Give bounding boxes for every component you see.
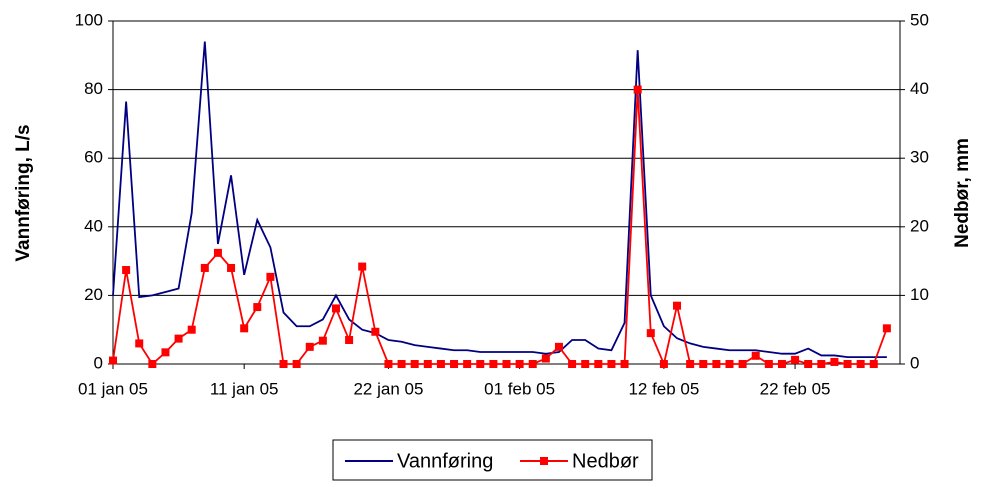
x-tick-label: 11 jan 05 — [210, 379, 279, 398]
y-axis-title: Vannføring, L/s — [13, 124, 34, 261]
point-marker — [541, 354, 550, 363]
point-marker — [528, 360, 537, 368]
point-marker — [581, 360, 590, 368]
point-marker — [292, 360, 301, 368]
y-tick-label: 20 — [84, 285, 103, 304]
point-marker — [135, 339, 144, 348]
point-marker — [200, 263, 209, 272]
point-marker — [791, 355, 800, 364]
point-marker — [646, 329, 655, 338]
y2-tick-label: 10 — [910, 285, 929, 304]
point-marker — [633, 85, 642, 94]
point-marker — [463, 360, 472, 368]
point-marker — [659, 360, 668, 368]
y-tick-label: 100 — [75, 10, 103, 29]
point-marker — [738, 360, 747, 368]
point-marker — [489, 360, 498, 368]
point-marker — [882, 324, 891, 333]
legend-marker — [540, 457, 548, 465]
point-marker — [751, 351, 760, 360]
point-marker — [777, 360, 786, 368]
point-marker — [620, 360, 629, 368]
y2-tick-label: 30 — [910, 148, 929, 167]
point-marker — [856, 360, 865, 368]
point-marker — [450, 360, 459, 368]
point-marker — [253, 303, 262, 312]
y-tick-label: 0 — [94, 353, 103, 372]
y2-axis-title: Nedbør, mm — [952, 138, 973, 248]
point-marker — [554, 342, 563, 351]
y-tick-label: 40 — [84, 216, 103, 235]
point-marker — [240, 324, 249, 333]
legend-label: Nedbør — [572, 450, 639, 472]
x-tick-label: 22 jan 05 — [353, 379, 423, 398]
point-marker — [266, 272, 275, 281]
point-marker — [410, 360, 419, 368]
y2-tick-label: 40 — [910, 79, 929, 98]
point-marker — [476, 360, 485, 368]
point-marker — [725, 360, 734, 368]
point-marker — [817, 360, 826, 368]
point-marker — [279, 360, 288, 368]
point-marker — [174, 334, 183, 343]
point-marker — [712, 360, 721, 368]
y-tick-label: 80 — [84, 79, 103, 98]
legend-label: Vannføring — [397, 450, 493, 472]
point-marker — [318, 336, 327, 345]
point-marker — [436, 360, 445, 368]
point-marker — [699, 360, 708, 368]
point-marker — [345, 335, 354, 344]
point-marker — [187, 325, 196, 334]
y2-tick-label: 50 — [910, 10, 929, 29]
plot-border — [112, 20, 901, 365]
point-marker — [305, 342, 314, 351]
point-marker — [502, 360, 511, 368]
x-tick-label: 22 feb 05 — [760, 379, 831, 398]
point-marker — [804, 360, 813, 368]
point-marker — [607, 360, 616, 368]
y2-tick-label: 0 — [910, 353, 919, 372]
y2-tick-label: 20 — [910, 216, 929, 235]
y-tick-label: 60 — [84, 148, 103, 167]
point-marker — [830, 357, 839, 366]
point-marker — [686, 360, 695, 368]
point-marker — [122, 266, 131, 275]
x-tick-label: 01 feb 05 — [484, 379, 555, 398]
point-marker — [843, 360, 852, 368]
point-marker — [397, 360, 406, 368]
point-marker — [213, 248, 222, 257]
series-line — [112, 41, 887, 359]
x-tick-label: 01 jan 05 — [78, 379, 148, 398]
point-marker — [227, 263, 236, 272]
point-marker — [384, 360, 393, 368]
point-marker — [764, 360, 773, 368]
point-marker — [594, 360, 603, 368]
point-marker — [358, 262, 367, 271]
point-marker — [869, 360, 878, 368]
x-tick-label: 12 feb 05 — [628, 379, 699, 398]
point-marker — [148, 360, 157, 368]
point-marker — [423, 360, 432, 368]
point-marker — [673, 301, 682, 310]
point-marker — [371, 327, 380, 336]
point-marker — [331, 304, 340, 313]
point-marker — [109, 356, 117, 365]
point-marker — [515, 360, 524, 368]
point-marker — [161, 348, 170, 357]
point-marker — [568, 360, 577, 368]
